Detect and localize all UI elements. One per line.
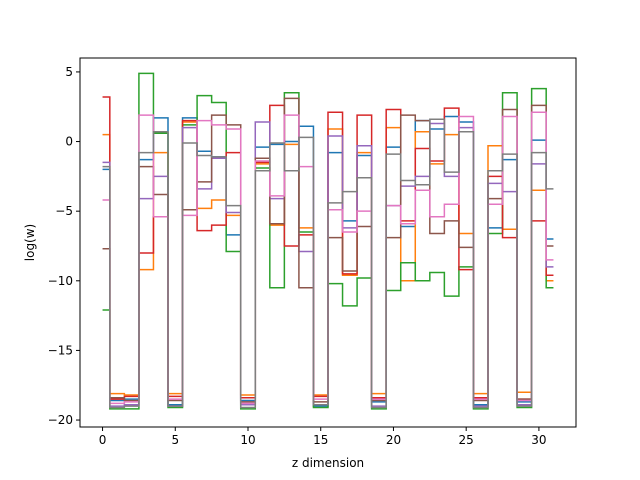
series-layer (102, 72, 554, 410)
plot-frame (79, 57, 577, 428)
y-tick-label: −5 (55, 204, 73, 218)
x-axis-label: z dimension (292, 456, 364, 470)
x-tick-label: 15 (313, 433, 328, 447)
x-tick-label: 10 (240, 433, 255, 447)
x-tick-label: 30 (531, 433, 546, 447)
x-tick-label: 20 (386, 433, 401, 447)
x-tick-label: 0 (99, 433, 107, 447)
y-axis: 5 0 −5 −10 −15 −20 (48, 65, 80, 427)
series-line-8 (102, 118, 554, 409)
y-tick-label: 5 (65, 65, 73, 79)
y-axis-label: log(w) (23, 224, 37, 261)
y-tick-label: 0 (65, 135, 73, 149)
y-tick-label: −15 (48, 343, 73, 357)
y-tick-label: −20 (48, 413, 73, 427)
y-tick-label: −10 (48, 274, 73, 288)
x-axis: 0 5 10 15 20 25 30 (99, 427, 547, 447)
x-tick-label: 25 (459, 433, 474, 447)
x-tick-label: 5 (171, 433, 179, 447)
